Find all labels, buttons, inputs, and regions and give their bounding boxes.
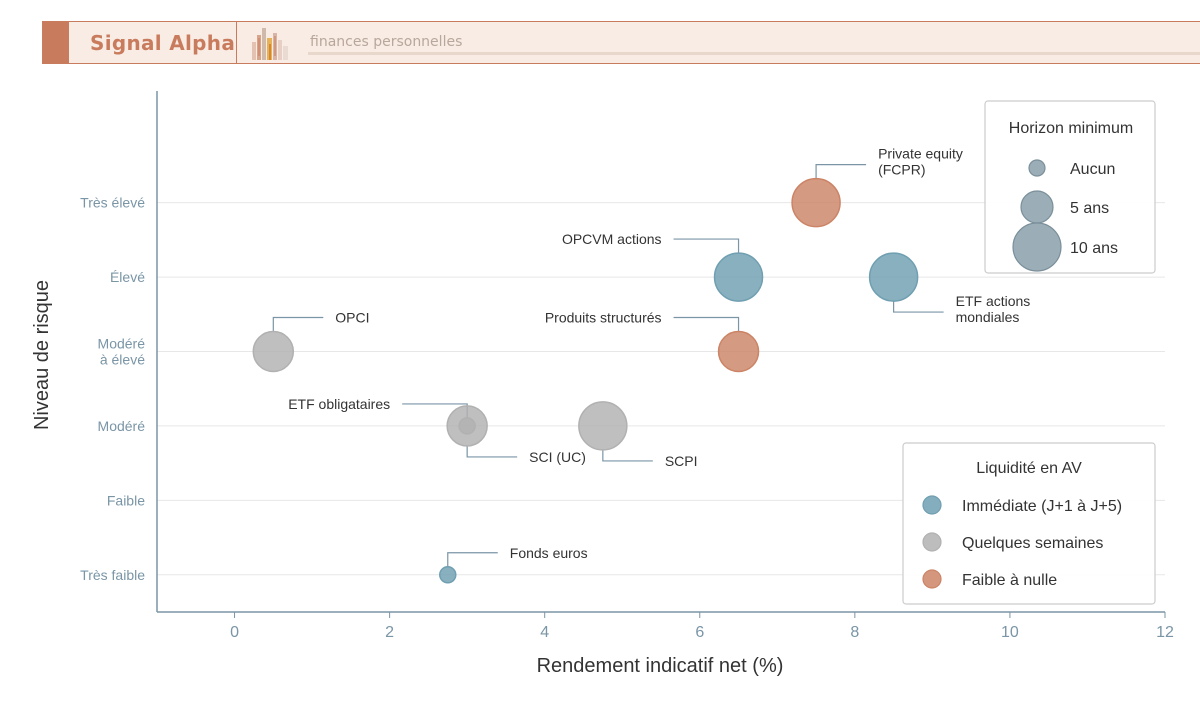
label-connector [893,301,944,313]
axes: Très faible Faible Modéré Modéré à élevé Élev… [80,91,1174,641]
y-tick-label: Très faible [80,567,145,583]
y-tick-label: Élevé [110,269,145,285]
legend-title: Liquidité en AV [976,460,1082,477]
label-connector [602,449,653,462]
point-label: ETF actions mondiales [956,293,1031,325]
city-chart-logo-icon [252,28,288,60]
legend-color-marker [922,569,942,589]
x-tick-label: 6 [695,624,704,641]
point-label: Private equity (FCPR) [878,146,963,178]
x-tick-label: 2 [385,624,394,641]
label-connector [673,238,740,254]
legend-size-marker [1020,190,1054,224]
bubble [868,252,919,302]
tagline-rule [308,52,1200,55]
bubble [458,417,476,435]
legend-horizon: Horizon minimum Aucun 5 ans 10 ans [984,100,1156,274]
legend-color-marker [922,532,942,552]
point-label: Produits structurés [545,310,662,326]
legend-entry: 10 ans [1070,240,1118,257]
legend-entry: Quelques semaines [962,535,1103,552]
y-tick-label: Modéré [98,418,146,434]
y-tick-label: Modéré à élevé [98,336,146,368]
x-tick-label: 4 [540,624,549,641]
header-accent [42,22,69,63]
label-connector [272,316,324,332]
header-separator [236,22,237,63]
y-tick-label: Très élevé [80,195,145,211]
x-tick-label: 10 [1001,624,1019,641]
y-axis-label: Niveau de risque [31,280,53,430]
tagline: finances personnelles [310,34,463,50]
legend-entry: Aucun [1070,161,1115,178]
point-labels: Fonds euros SCI (UC) ETF obligataires SCPI O… [288,146,1030,561]
point-label: Fonds euros [510,545,588,561]
label-connector [673,316,740,332]
x-tick-label: 8 [850,624,859,641]
bubble [439,566,457,584]
bubble [713,252,764,302]
point-label: OPCVM actions [562,231,662,247]
brand-name: Signal Alpha [90,31,236,55]
legend-size-marker [1028,159,1046,177]
legend-title: Horizon minimum [1009,120,1133,137]
bubble [578,401,628,451]
bubble [791,177,841,228]
bubbles [252,177,919,584]
legend-entry: 5 ans [1070,200,1109,217]
legend-entry: Immédiate (J+1 à J+5) [962,498,1122,515]
x-tick-label: 0 [230,624,239,641]
x-axis-label: Rendement indicatif net (%) [537,655,784,677]
point-label: SCI (UC) [529,449,586,465]
label-connector [466,445,518,458]
legend-liquidity: Liquidité en AV Immédiate (J+1 à J+5) Quel… [902,442,1156,605]
point-label: OPCI [335,310,369,326]
legend-entry: Faible à nulle [962,572,1057,589]
label-connectors [272,164,944,567]
point-label: SCPI [665,453,698,469]
label-connector [447,552,498,567]
y-tick-label: Faible [107,492,145,508]
point-label: ETF obligataires [288,396,390,412]
label-connector [815,164,867,179]
legend-size-marker [1012,222,1062,272]
bubble [252,330,295,373]
legend-color-marker [922,495,942,515]
header-bar: Signal Alpha finances personnelles [42,21,1200,64]
bubble [717,330,760,373]
legend-box [902,442,1156,605]
x-tick-label: 12 [1156,624,1174,641]
